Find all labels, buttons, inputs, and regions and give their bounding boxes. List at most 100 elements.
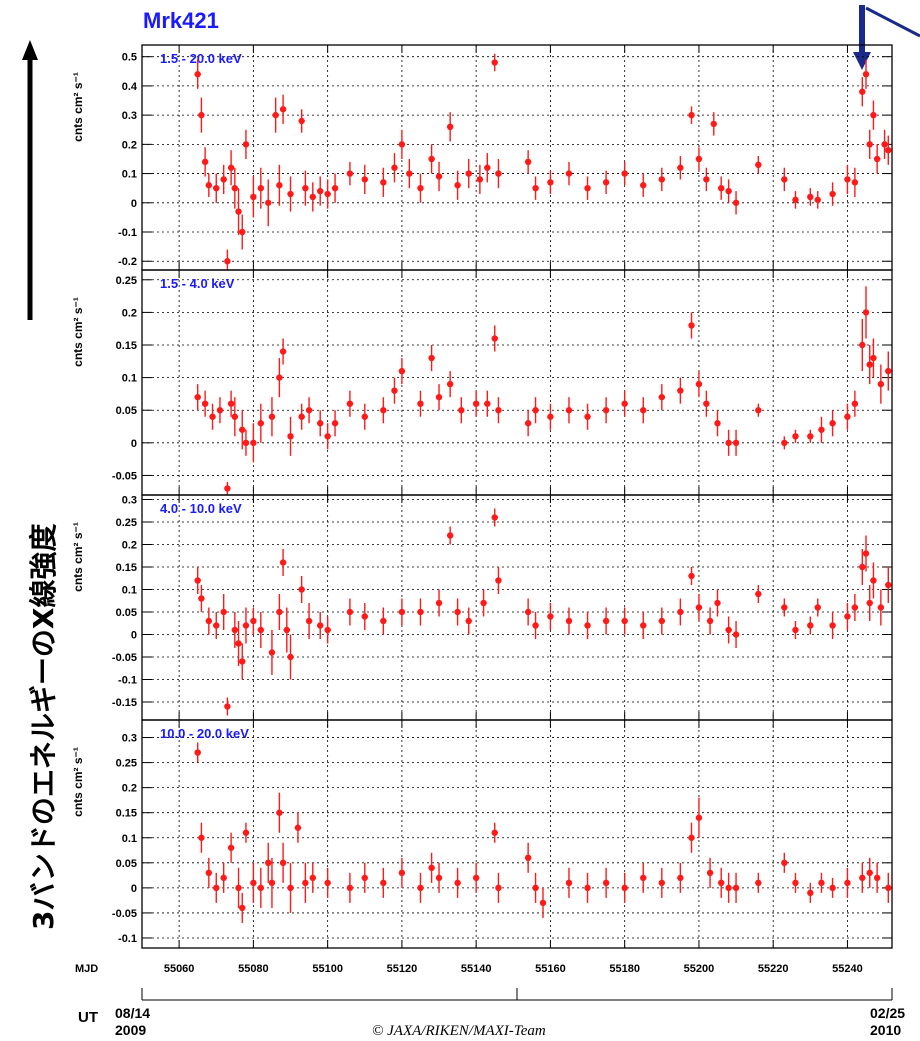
data-point [346,608,354,616]
data-point [484,164,491,171]
data-point [484,400,491,407]
data-point [346,884,354,892]
data-point [524,158,532,166]
side-arrow-head [22,40,38,60]
copyright: © JAXA/RIKEN/MAXI-Team [372,1023,546,1039]
y-tick-label: 0.05 [116,607,137,619]
data-point [524,420,532,427]
panel-2: -0.05 0 0.05 0.1 0.15 0.2 0.25 cnts cm² s⁻¹ 1.5 … [71,269,893,496]
y-tick-label: 0.1 [122,169,137,181]
data-point [305,617,313,625]
data-point [565,170,573,177]
data-point [435,393,443,401]
data-point [380,879,387,887]
data-point [279,348,287,355]
ut-end-date: 02/25 [870,1005,905,1021]
data-point [781,176,788,183]
data-point [298,586,305,593]
data-point [584,184,591,192]
x-tick-label: 55100 [312,963,343,975]
data-point [324,626,331,634]
data-point [725,439,732,447]
data-point [565,879,573,887]
data-point [324,433,331,440]
data-point [242,622,250,629]
data-point [239,228,246,236]
data-point [417,884,424,892]
data-point [220,874,227,882]
data-point [417,184,424,192]
data-point [862,550,870,557]
data-point [279,859,287,867]
y-tick-label: 0.2 [122,783,137,795]
data-point [732,439,740,447]
band-label: 4.0 - 10.0 keV [160,501,242,516]
data-point [294,824,302,831]
panel-frame [141,44,893,271]
data-point [194,393,201,401]
data-point [755,590,762,598]
data-point [428,155,435,163]
y-axis-label: cnts cm² s⁻¹ [71,747,85,817]
data-point [250,439,257,447]
data-point [640,182,647,189]
data-point [472,400,480,407]
x-tick-label: 55060 [164,963,195,975]
data-point [792,879,799,887]
y-tick-label: -0.1 [118,675,137,687]
data-point [873,155,881,163]
data-point [844,879,851,887]
data-point [480,599,487,607]
data-point [317,622,324,629]
data-point [877,604,885,611]
data-point [859,341,866,349]
y-tick-label: 0.25 [116,517,137,529]
data-point [491,335,498,342]
data-point [602,617,610,625]
data-point [276,374,283,381]
data-point [818,879,825,887]
band-label: 10.0 - 20.0 keV [160,726,249,741]
data-point [584,413,591,420]
data-point [532,622,539,629]
data-point [829,622,836,629]
data-point [398,367,406,375]
data-point [224,703,231,710]
data-point [298,413,305,420]
data-point [885,581,892,589]
data-point [491,829,498,836]
y-tick-label: 0.15 [116,808,137,820]
data-point [239,904,246,912]
data-point [398,141,406,148]
data-point [265,199,272,206]
data-point [194,71,201,78]
data-point [220,176,227,183]
data-point [658,393,666,401]
y-tick-label: 0 [131,630,137,642]
data-point [231,413,239,420]
data-point [621,884,628,892]
data-point [495,407,502,414]
y-tick-label: 0.3 [122,733,137,745]
band-label: 1.5 - 20.0 keV [160,51,242,66]
data-point [877,380,885,388]
data-point [792,196,799,204]
data-point [829,190,836,198]
data-point [268,413,276,420]
data-point [677,387,684,394]
data-point [807,889,814,897]
data-point [201,400,209,407]
data-point [428,354,435,362]
data-point [209,413,216,420]
data-point [584,884,591,892]
data-point [276,809,283,816]
data-point [495,170,502,177]
flare-arrow-head [853,52,871,70]
data-point [257,184,265,192]
data-point [476,176,484,183]
data-point [677,164,684,171]
data-point [361,413,368,420]
data-point [870,354,877,362]
data-point [873,874,881,882]
data-point [398,608,406,616]
